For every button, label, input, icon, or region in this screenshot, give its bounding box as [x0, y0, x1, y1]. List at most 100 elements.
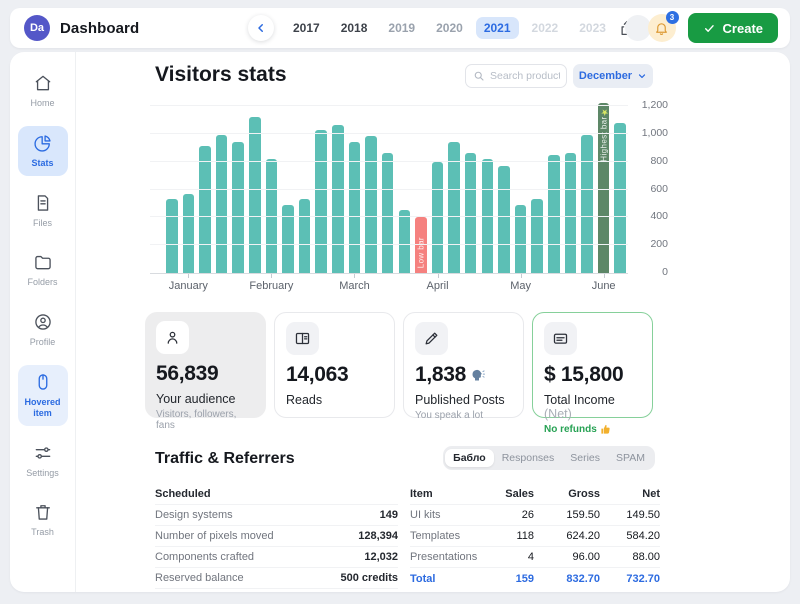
sidebar-item-hovered-item[interactable]: Hovered item — [18, 365, 68, 426]
book-open-icon-box — [286, 322, 319, 355]
pencil-icon — [423, 330, 440, 347]
sidebar-item-folders[interactable]: Folders — [18, 245, 68, 295]
prev-year-button[interactable] — [248, 15, 274, 41]
page-title: Visitors stats — [155, 63, 287, 87]
sidebar-item-home[interactable]: Home — [18, 66, 68, 116]
table-row[interactable]: Total159832.70732.70 — [410, 568, 660, 589]
sidebar-item-settings[interactable]: Settings — [18, 436, 68, 486]
table-row[interactable]: Presentations496.0088.00 — [410, 547, 660, 568]
chart-bar-8[interactable] — [282, 205, 294, 273]
sidebar-item-trash[interactable]: Trash — [18, 495, 68, 545]
row-label: Number of pixels moved — [155, 530, 358, 542]
cell-sales: 26 — [489, 509, 534, 521]
chart-bar-14[interactable] — [382, 153, 394, 273]
chart-bar-5[interactable] — [232, 142, 244, 273]
stat-label-text: Your audience — [156, 392, 235, 406]
stat-label: Reads — [286, 393, 383, 407]
cell-item: UI kits — [410, 509, 489, 521]
chart-bar-26[interactable] — [581, 135, 593, 273]
table-row[interactable]: Templates118624.20584.20 — [410, 526, 660, 547]
chart-bar-22[interactable] — [515, 205, 527, 273]
chart-bar-18[interactable] — [448, 142, 460, 273]
year-2023[interactable]: 2023 — [571, 17, 614, 39]
row-value: 128,394 — [358, 530, 398, 542]
tab-spam[interactable]: SPAM — [608, 449, 653, 467]
year-2020[interactable]: 2020 — [428, 17, 471, 39]
stat-value: $ 15,800 — [544, 363, 641, 387]
table-row[interactable]: Reserved balance500 credits — [155, 568, 398, 589]
chart-bar-9[interactable] — [299, 199, 311, 273]
sidebar-item-profile[interactable]: Profile — [18, 305, 68, 355]
chart-bar-17[interactable] — [432, 162, 444, 273]
chart-bar-1[interactable] — [166, 199, 178, 273]
notifications-button[interactable]: 3 — [648, 14, 676, 42]
chart-gridline — [150, 133, 628, 134]
chart-bar-13[interactable] — [365, 136, 377, 273]
chart-bar-10[interactable] — [315, 130, 327, 273]
year-2022[interactable]: 2022 — [524, 17, 567, 39]
chart-gridline — [150, 105, 628, 106]
stat-card-reads[interactable]: 14,063Reads — [274, 312, 395, 418]
stat-value-text: $ 15,800 — [544, 363, 623, 387]
stat-label: Your audience — [156, 392, 255, 406]
visitors-bar-chart: Low bar Highest bar ★ — [150, 104, 628, 274]
mouse-icon — [33, 372, 53, 392]
sidebar-item-stats[interactable]: Stats — [18, 126, 68, 176]
year-2019[interactable]: 2019 — [380, 17, 423, 39]
table-row[interactable]: Design systems149 — [155, 505, 398, 526]
chart-bar-4[interactable] — [216, 135, 228, 273]
y-tick-label: 600 — [650, 183, 668, 195]
chart-bar-3[interactable] — [199, 146, 211, 273]
sidebar-item-files[interactable]: Files — [18, 186, 68, 236]
chart-bar-23[interactable] — [531, 199, 543, 273]
chart-bar-25[interactable] — [565, 153, 577, 273]
month-label-april: April — [427, 280, 449, 292]
sidebar-item-label: Files — [33, 218, 52, 229]
year-2017[interactable]: 2017 — [285, 17, 328, 39]
home-icon — [33, 73, 53, 93]
chart-bar-11[interactable] — [332, 125, 344, 273]
table-header-row: ItemSalesGrossNet — [410, 484, 660, 505]
column-header: Scheduled — [155, 488, 398, 500]
tab-бабло[interactable]: Бабло — [445, 449, 494, 467]
row-value: 500 credits — [341, 572, 398, 584]
bar-annotation: Highest bar ★ — [598, 106, 610, 162]
create-button[interactable]: Create — [688, 13, 778, 43]
app-logo: Da — [24, 15, 50, 41]
tab-series[interactable]: Series — [562, 449, 608, 467]
stat-card-your-audience[interactable]: 56,839Your audienceVisitors, followers, … — [145, 312, 266, 418]
stat-label: Published Posts — [415, 393, 512, 407]
row-value: 12,032 — [364, 551, 398, 563]
table-row[interactable]: Components crafted12,032 — [155, 547, 398, 568]
chart-bar-15[interactable] — [399, 210, 411, 273]
sidebar-item-label: Folders — [27, 277, 57, 288]
cell-item: Templates — [410, 530, 489, 542]
stat-card-total-income[interactable]: $ 15,800Total Income (Net)No refunds — [532, 312, 653, 418]
stat-value: 56,839 — [156, 362, 255, 386]
chart-y-axis: 02004006008001,0001,200 — [632, 104, 668, 274]
cell-item: Total — [410, 573, 489, 585]
chart-bar-16[interactable]: Low bar — [415, 217, 427, 273]
chart-bar-21[interactable] — [498, 166, 510, 273]
chart-bar-6[interactable] — [249, 117, 261, 273]
table-row[interactable]: UI kits26159.50149.50 — [410, 505, 660, 526]
cell-net: 732.70 — [600, 573, 660, 585]
stat-label-suffix: (Net) — [544, 407, 572, 421]
chart-bar-28[interactable] — [614, 123, 626, 273]
chart-bar-12[interactable] — [349, 142, 361, 273]
year-2018[interactable]: 2018 — [333, 17, 376, 39]
tab-responses[interactable]: Responses — [494, 449, 563, 467]
table-row[interactable]: Number of pixels moved128,394 — [155, 526, 398, 547]
chart-bar-19[interactable] — [465, 153, 477, 273]
sidebar-item-label: Profile — [30, 337, 56, 348]
month-dropdown[interactable]: December — [573, 64, 653, 88]
pencil-icon-box — [415, 322, 448, 355]
chart-bar-24[interactable] — [548, 155, 560, 273]
search-input[interactable] — [490, 70, 560, 82]
year-navigation: 2017201820192020202120222023 — [248, 8, 651, 48]
chevron-left-icon — [255, 22, 267, 34]
year-2021[interactable]: 2021 — [476, 17, 519, 39]
chart-bar-2[interactable] — [183, 194, 195, 273]
sales-table: ItemSalesGrossNetUI kits26159.50149.50Te… — [410, 484, 660, 589]
stat-card-published-posts[interactable]: 1,838Published PostsYou speak a lot — [403, 312, 524, 418]
